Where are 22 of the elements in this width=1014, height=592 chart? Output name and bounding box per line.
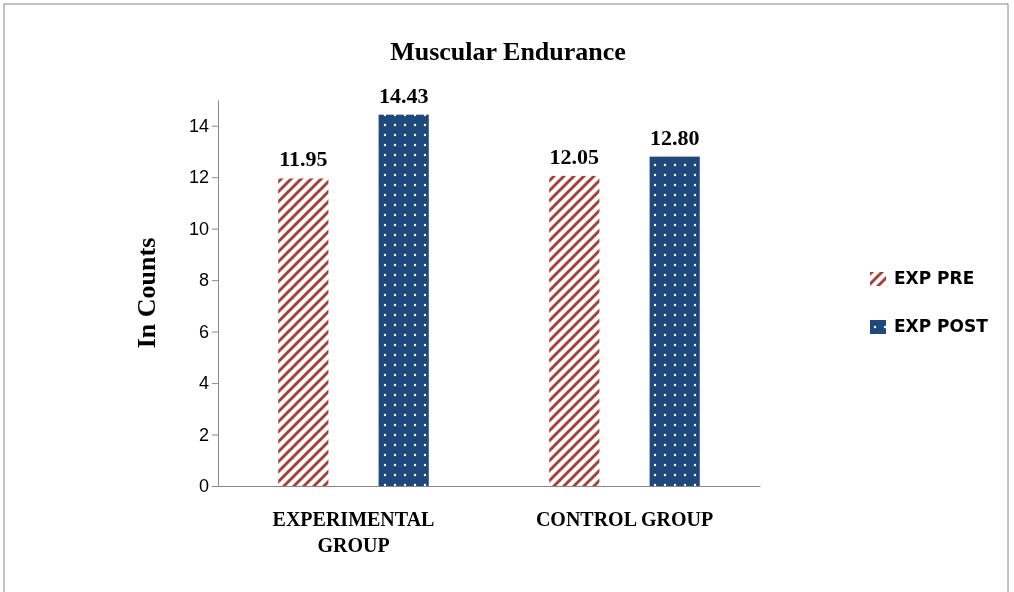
- data-label: 12.05: [549, 143, 600, 169]
- bar: [649, 156, 700, 486]
- y-tick-label: 10: [188, 218, 209, 239]
- legend-label: EXP PRE: [894, 268, 975, 288]
- chart-title: Muscular Endurance: [390, 37, 626, 66]
- data-label: 14.43: [378, 82, 429, 108]
- y-tick-label: 2: [198, 424, 209, 445]
- y-tick-label: 12: [188, 167, 209, 188]
- bar: [278, 178, 329, 486]
- y-tick-label: 8: [198, 270, 209, 291]
- x-tick-label: CONTROL GROUP: [535, 508, 714, 530]
- y-axis-title: In Counts: [132, 237, 161, 349]
- y-tick-label: 0: [198, 476, 209, 497]
- bar: [378, 114, 429, 486]
- bar: [549, 175, 600, 486]
- x-tick-label: EXPERIMENTAL GROUP: [272, 508, 435, 556]
- data-label: 11.95: [279, 146, 328, 172]
- y-tick-label: 4: [198, 373, 209, 394]
- y-tick-label: 6: [198, 321, 209, 342]
- data-label: 12.80: [649, 124, 700, 150]
- y-tick-label: 14: [188, 115, 209, 136]
- legend-label: EXP POST: [894, 316, 989, 336]
